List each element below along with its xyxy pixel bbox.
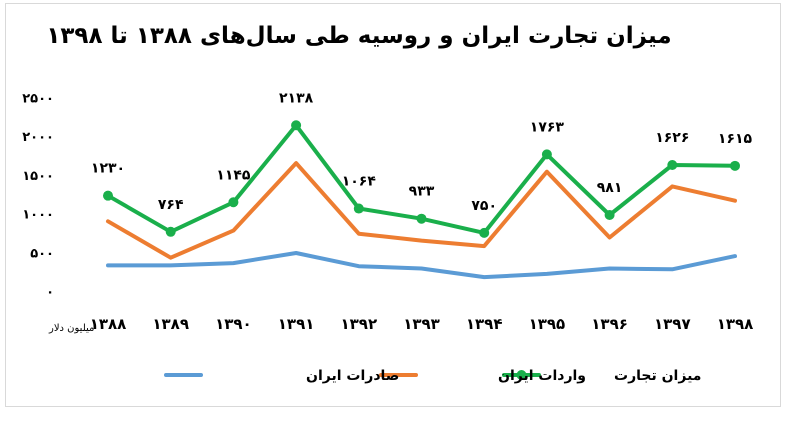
y-tick-label: ۱۵۰۰ <box>22 169 54 184</box>
data-point-marker <box>479 227 490 238</box>
y-axis-unit-label: میلیون دلار <box>48 323 94 334</box>
data-point-marker <box>165 226 176 237</box>
data-label: ۱۲۳۰ <box>91 161 125 177</box>
x-tick-label: ۱۳۹۶ <box>591 315 628 333</box>
x-tick-label: ۱۳۸۹ <box>152 315 189 333</box>
x-tick-label: ۱۳۹۵ <box>529 315 566 333</box>
legend-marker <box>516 370 527 380</box>
x-tick-label: ۱۳۹۸ <box>717 315 754 333</box>
data-label: ۹۳۳ <box>409 184 435 200</box>
series-line <box>106 251 737 280</box>
data-point-marker <box>730 160 740 171</box>
series-line <box>106 161 737 260</box>
data-label: ۱۱۴۵ <box>216 167 251 183</box>
data-label: ۲۱۳۸ <box>279 90 314 106</box>
chart-title: میزان تجارت ایران و روسیه طی سال‌های ۱۳۸… <box>46 23 671 49</box>
y-tick-label: ۰ <box>46 285 54 300</box>
legend-label: میزان تجارت <box>614 368 701 384</box>
y-tick-label: ۵۰۰ <box>30 246 54 261</box>
data-label: ۷۵۰ <box>471 198 497 214</box>
x-tick-label: ۱۳۹۴ <box>466 315 503 333</box>
legend: میزان تجارت واردات ایران صادرات ایران <box>164 368 701 384</box>
y-axis: ۰ ۵۰۰ ۱۰۰۰ ۱۵۰۰ ۲۰۰۰ ۲۵۰۰ <box>22 91 54 300</box>
data-point-marker <box>416 213 427 224</box>
x-tick-label: ۱۳۹۰ <box>215 315 252 333</box>
data-labels: ۱۲۳۰ ۷۶۴ ۱۱۴۵ ۲۱۳۸ ۱۰۶۴ ۹۳۳ ۷۵۰ ۱۷۶۳ ۹۸۱ ۱۶۲۶ ۱۶۱۵ <box>91 90 753 214</box>
data-label: ۱۶۲۶ <box>655 130 689 146</box>
x-tick-label: ۱۳۹۷ <box>654 315 691 333</box>
data-point-marker <box>604 209 615 220</box>
x-axis: ۱۳۸۸ ۱۳۸۹ ۱۳۹۰ ۱۳۹۱ ۱۳۹۲ ۱۳۹۳ ۱۳۹۴ ۱۳۹۵ ۱۳۹۶ ۱۳۹۷… <box>90 315 754 333</box>
data-point-marker <box>228 197 239 208</box>
data-point-marker <box>541 149 552 160</box>
data-label: ۱۷۶۳ <box>530 119 565 135</box>
y-tick-label: ۱۰۰۰ <box>22 208 54 223</box>
y-tick-label: ۲۰۰۰ <box>22 130 54 145</box>
data-label: ۷۶۴ <box>158 197 184 213</box>
line-chart: میزان تجارت ایران و روسیه طی سال‌های ۱۳۸… <box>22 23 754 384</box>
data-point-marker <box>667 159 678 170</box>
x-tick-label: ۱۳۹۳ <box>403 315 440 333</box>
y-tick-label: ۲۵۰۰ <box>22 91 54 106</box>
data-label: ۱۰۶۴ <box>342 174 377 190</box>
legend-label: صادرات ایران <box>306 368 399 384</box>
series-group <box>103 120 740 280</box>
x-tick-label: ۱۳۸۸ <box>90 315 127 333</box>
chart-frame: میزان تجارت ایران و روسیه طی سال‌های ۱۳۸… <box>5 3 781 407</box>
data-label: ۱۶۱۵ <box>718 131 753 147</box>
data-label: ۹۸۱ <box>597 180 623 196</box>
data-point-marker <box>103 190 113 201</box>
legend-label: واردات ایران <box>498 368 586 384</box>
x-tick-label: ۱۳۹۲ <box>340 315 377 333</box>
x-tick-label: ۱۳۹۱ <box>278 315 315 333</box>
data-point-marker <box>353 203 364 214</box>
data-point-marker <box>291 120 302 131</box>
